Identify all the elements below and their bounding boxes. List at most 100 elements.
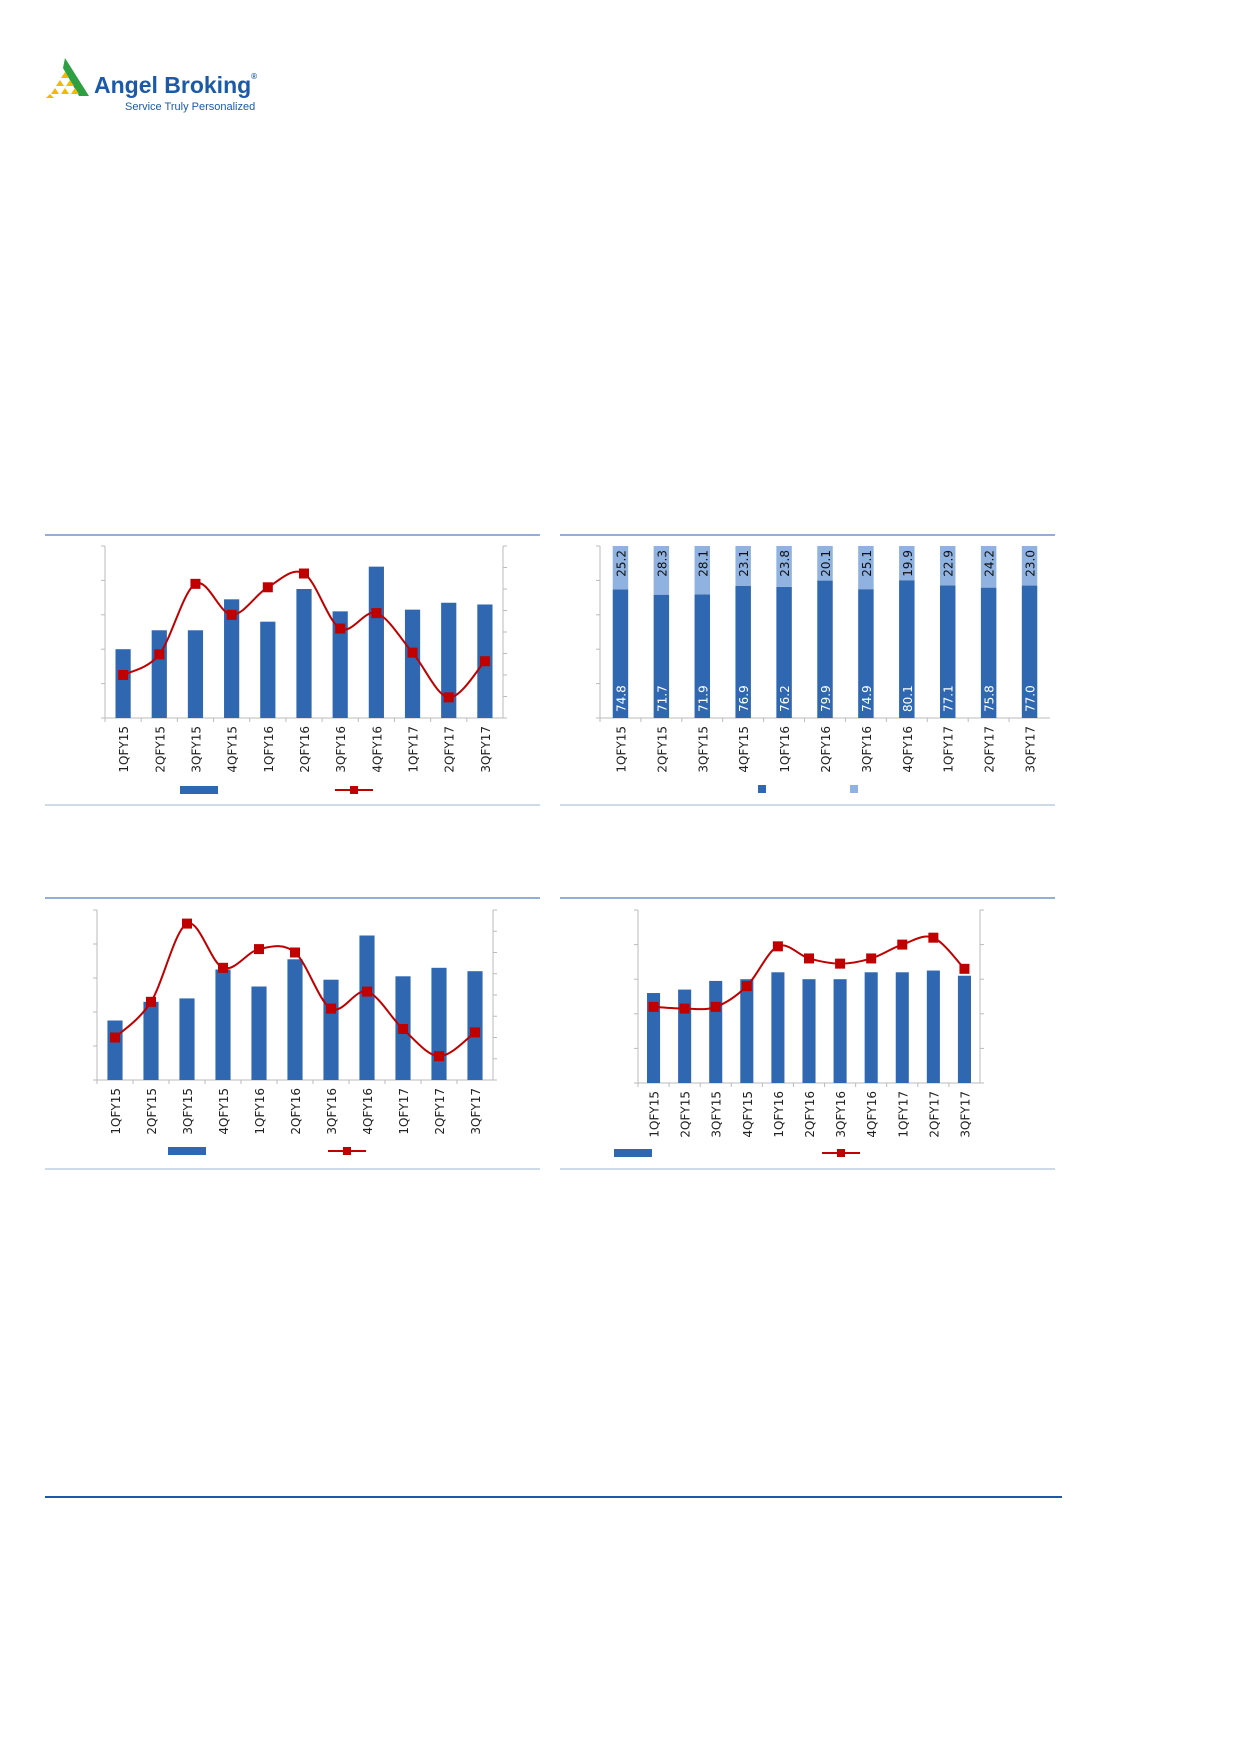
x-tick-label: 3QFY17 <box>469 1088 483 1135</box>
bar <box>802 979 816 1083</box>
x-tick-label: 2QFY16 <box>298 726 312 773</box>
data-label-bottom: 76.2 <box>778 685 792 712</box>
x-tick-label: 2QFY15 <box>153 726 167 773</box>
data-label-top: 23.0 <box>1024 550 1038 577</box>
brand-name: Angel Broking® <box>94 72 258 98</box>
line-marker <box>262 582 273 593</box>
bar <box>332 611 348 718</box>
x-tick-label: 4QFY15 <box>217 1088 231 1135</box>
bar-bottom-segment <box>735 585 751 718</box>
line-marker <box>154 649 165 660</box>
bar <box>143 1001 159 1080</box>
chart-3: 1QFY15 2QFY15 3QFY15 4QFY15 1QFY16 2QFY16 3QFY… <box>45 897 540 1170</box>
x-tick-label: 3QFY17 <box>958 1091 972 1138</box>
x-tick-label: 2QFY17 <box>983 726 997 773</box>
data-label-top: 25.2 <box>614 550 628 577</box>
line-marker <box>897 939 908 950</box>
line-marker <box>226 609 237 620</box>
bar <box>107 1020 123 1080</box>
chart-1: 1QFY15 2QFY15 3QFY15 4QFY15 1QFY16 2QFY16 3QFY… <box>45 534 540 806</box>
bar <box>368 566 384 718</box>
line-marker <box>335 623 346 634</box>
bar-top-segment <box>1021 546 1038 586</box>
x-tick-label: 3QFY15 <box>696 726 710 773</box>
bar-top-segment <box>939 546 956 586</box>
bar <box>323 979 339 1080</box>
data-label-top: 28.3 <box>655 550 669 577</box>
x-tick-label: 2QFY17 <box>443 726 457 773</box>
bar <box>404 609 421 718</box>
bar <box>215 969 231 1080</box>
legend-line-marker <box>350 786 358 794</box>
data-label-bottom: 80.1 <box>901 685 915 712</box>
line-marker <box>928 932 939 943</box>
x-tick-label: 3QFY15 <box>181 1088 195 1135</box>
data-label-top: 25.1 <box>860 550 874 577</box>
line-marker <box>146 996 156 1007</box>
x-tick-label: 3QFY17 <box>479 726 493 773</box>
line-marker <box>190 578 201 589</box>
x-tick-label: 1QFY17 <box>407 726 421 773</box>
legend-bar-swatch <box>614 1149 652 1157</box>
bar-bottom-segment <box>858 589 874 718</box>
bar-bottom-segment <box>899 580 915 718</box>
x-tick-label: 2QFY16 <box>819 726 833 773</box>
data-label-bottom: 76.9 <box>737 685 751 712</box>
line-marker <box>326 1003 336 1014</box>
data-label-bottom: 79.9 <box>819 685 833 712</box>
data-label-bottom: 71.7 <box>655 685 669 712</box>
bar <box>287 959 303 1080</box>
data-label-top: 19.9 <box>901 550 915 577</box>
x-tick-label: 2QFY16 <box>803 1091 817 1138</box>
legend-top-swatch <box>850 785 858 793</box>
legend-bar-swatch <box>180 786 218 794</box>
data-label-bottom: 74.9 <box>860 685 874 712</box>
bar-top-segment <box>899 546 915 581</box>
data-label-bottom: 77.1 <box>942 685 956 712</box>
x-tick-label: 1QFY15 <box>117 726 131 773</box>
line-marker <box>371 608 382 619</box>
data-label-top: 24.2 <box>983 550 997 577</box>
bar-top-segment <box>653 546 670 595</box>
bar-bottom-segment <box>653 594 670 718</box>
x-tick-label: 4QFY15 <box>741 1091 755 1138</box>
bar <box>224 599 240 718</box>
x-tick-label: 4QFY16 <box>370 726 384 773</box>
data-label-bottom: 71.9 <box>696 685 710 712</box>
x-tick-label: 3QFY15 <box>189 726 203 773</box>
line-marker <box>398 1024 408 1034</box>
data-label-bottom: 74.8 <box>614 685 628 712</box>
bar-top-segment <box>776 546 792 587</box>
line-marker <box>741 981 752 992</box>
x-tick-label: 4QFY16 <box>901 726 915 773</box>
legend-line-marker <box>837 1149 845 1157</box>
line-marker <box>434 1051 444 1062</box>
bar <box>647 993 661 1083</box>
x-tick-label: 1QFY16 <box>772 1091 786 1138</box>
bar <box>187 630 204 718</box>
x-tick-label: 3QFY15 <box>710 1091 724 1138</box>
bar <box>431 967 447 1080</box>
bar <box>957 975 971 1083</box>
x-tick-label: 4QFY16 <box>865 1091 879 1138</box>
bar-bottom-segment <box>817 580 833 718</box>
brand-tagline: Service Truly Personalized <box>125 101 256 113</box>
x-tick-label: 1QFY17 <box>896 1091 910 1138</box>
bar <box>296 589 312 718</box>
line-marker <box>299 568 309 579</box>
line-marker <box>772 941 783 952</box>
x-tick-label: 3QFY16 <box>334 726 348 773</box>
bar <box>895 972 909 1083</box>
x-tick-label: 1QFY15 <box>109 1088 123 1135</box>
footer-rule <box>45 1496 1062 1498</box>
x-tick-label: 3QFY16 <box>834 1091 848 1138</box>
line-marker <box>679 1003 690 1014</box>
line-marker <box>835 958 846 969</box>
x-tick-label: 2QFY17 <box>927 1091 941 1138</box>
line-marker <box>407 647 418 658</box>
x-tick-label: 4QFY15 <box>737 726 751 773</box>
x-tick-label: 3QFY16 <box>860 726 874 773</box>
line-marker <box>118 670 129 680</box>
x-tick-label: 1QFY16 <box>253 1088 267 1135</box>
bar <box>179 998 195 1080</box>
